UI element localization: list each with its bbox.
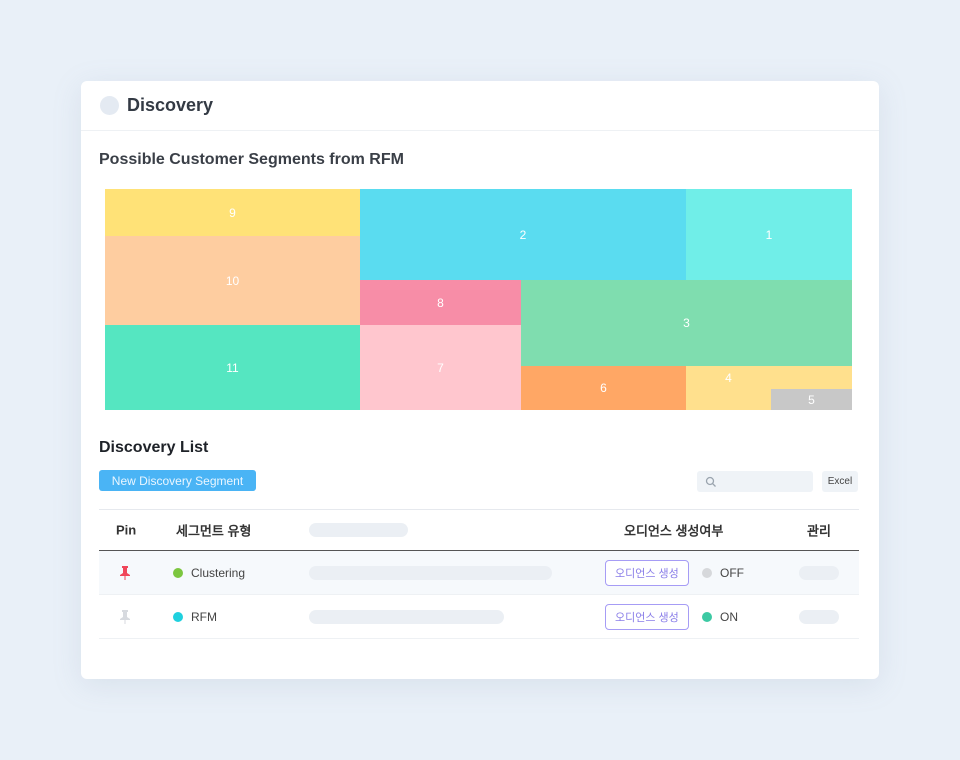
treemap-label: 11: [226, 360, 239, 375]
new-discovery-segment-button[interactable]: New Discovery Segment: [99, 470, 256, 491]
treemap-cell-3[interactable]: 3: [521, 280, 852, 366]
segment-type: RFM: [191, 609, 217, 624]
table-row[interactable]: Clustering 오디언스 생성 OFF: [99, 551, 859, 595]
create-audience-button[interactable]: 오디언스 생성: [605, 603, 689, 630]
treemap-cell-1[interactable]: 1: [686, 189, 852, 280]
treemap-cell-2[interactable]: 2: [360, 189, 686, 280]
col-placeholder: [309, 523, 408, 537]
excel-button[interactable]: Excel: [822, 471, 858, 492]
segment-name-placeholder: [309, 565, 552, 580]
segment-name-placeholder: [309, 609, 504, 624]
treemap-label: 6: [600, 381, 607, 395]
search-icon: [705, 476, 716, 487]
card-header: Discovery: [81, 81, 879, 131]
pin-icon[interactable]: [119, 609, 131, 625]
treemap-cell-9[interactable]: 9: [105, 189, 360, 236]
treemap-cell-11[interactable]: 11: [105, 325, 360, 410]
list-title: Discovery List: [99, 439, 209, 456]
manage-placeholder[interactable]: [799, 609, 839, 624]
treemap-label: 7: [437, 360, 444, 375]
discovery-icon: [100, 96, 119, 115]
treemap-cell-10[interactable]: 10: [105, 236, 360, 325]
treemap-label: 1: [765, 227, 773, 242]
table-header: Pin 세그먼트 유형 오디언스 생성여부 관리: [99, 509, 859, 551]
discovery-card: Discovery Possible Customer Segments fro…: [81, 81, 879, 679]
audience-status: OFF: [720, 565, 744, 580]
status-dot: [702, 567, 712, 578]
audience-status: ON: [720, 609, 738, 624]
treemap-cell-5[interactable]: 5: [771, 389, 852, 410]
type-dot: [173, 611, 183, 622]
treemap-label: 10: [225, 273, 240, 288]
table-row[interactable]: RFM 오디언스 생성 ON: [99, 595, 859, 639]
type-dot: [173, 567, 183, 578]
col-manage: 관리: [807, 523, 831, 539]
segment-type: Clustering: [191, 565, 246, 580]
pin-icon[interactable]: [119, 565, 131, 581]
discovery-table: Pin 세그먼트 유형 오디언스 생성여부 관리 Clustering 오디언스…: [99, 509, 859, 639]
treemap-label: 5: [808, 392, 815, 407]
status-dot: [702, 611, 712, 622]
col-type: 세그먼트 유형: [176, 523, 252, 539]
treemap-label: 2: [519, 227, 527, 242]
chart-title: Possible Customer Segments from RFM: [99, 151, 404, 168]
treemap-chart: 9 10 11 2 1 8 7 3 6 4 5: [105, 189, 852, 410]
col-pin: Pin: [116, 522, 137, 538]
search-input[interactable]: [697, 471, 813, 492]
col-audience: 오디언스 생성여부: [624, 523, 724, 539]
treemap-cell-6[interactable]: 6: [521, 366, 686, 410]
treemap-label: 4: [725, 371, 732, 385]
create-audience-button[interactable]: 오디언스 생성: [605, 559, 689, 586]
treemap-label: 3: [683, 316, 690, 330]
treemap-cell-4[interactable]: 4: [686, 366, 852, 410]
manage-placeholder[interactable]: [799, 565, 839, 580]
treemap-cell-8[interactable]: 8: [360, 280, 521, 325]
treemap-label: 8: [437, 295, 444, 310]
treemap-label: 9: [229, 205, 236, 220]
treemap-cell-7[interactable]: 7: [360, 325, 521, 410]
page-title: Discovery: [127, 95, 214, 115]
